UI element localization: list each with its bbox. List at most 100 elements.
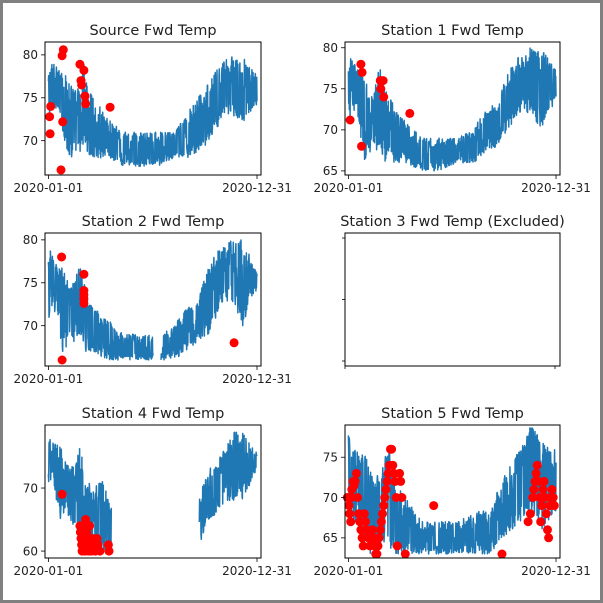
x-tick-label: 2020-12-31 <box>521 564 591 578</box>
anomaly-marker <box>541 509 551 519</box>
anomaly-marker <box>549 501 559 511</box>
subplot-3: Station 3 Fwd Temp (Excluded) <box>340 214 565 369</box>
axes-frame <box>44 41 262 176</box>
anomaly-marker <box>378 76 388 86</box>
y-tick-label: 60 <box>23 544 38 558</box>
anomaly-marker <box>57 355 67 365</box>
anomaly-marker <box>375 525 385 535</box>
anomaly-marker <box>376 517 386 527</box>
anomaly-marker <box>351 468 361 478</box>
y-tick-label: 75 <box>323 451 338 465</box>
y-tick-label: 70 <box>23 481 38 495</box>
y-tick-label: 80 <box>23 233 38 247</box>
y-tick-label: 80 <box>23 48 38 62</box>
anomaly-marker <box>429 501 439 511</box>
anomaly-marker <box>357 533 367 543</box>
anomaly-marker <box>357 141 366 151</box>
x-tick-label: 2020-01-01 <box>14 372 84 386</box>
anomaly-marker <box>374 533 384 543</box>
anomaly-marker <box>77 80 87 90</box>
x-tick-label: 2020-01-01 <box>314 181 384 195</box>
anomaly-marker <box>57 252 67 262</box>
temperature-line <box>47 239 258 361</box>
anomaly-marker <box>346 517 356 527</box>
anomaly-marker <box>58 117 68 127</box>
anomaly-marker <box>525 509 535 519</box>
anomaly-marker <box>85 521 95 531</box>
subplot-title: Station 2 Fwd Temp <box>82 214 225 230</box>
subplot-title: Station 1 Fwd Temp <box>381 23 524 39</box>
anomaly-marker <box>95 546 105 556</box>
axes-frame <box>44 232 262 367</box>
anomaly-marker <box>344 501 354 511</box>
anomaly-marker <box>372 549 382 559</box>
anomaly-marker <box>381 485 391 494</box>
x-tick-label: 2020-01-01 <box>314 564 384 578</box>
anomaly-marker <box>345 115 355 125</box>
anomaly-marker <box>497 549 507 559</box>
anomaly-marker <box>356 59 366 69</box>
anomaly-marker <box>536 517 546 527</box>
y-tick-label: 70 <box>23 134 38 148</box>
anomaly-marker <box>79 298 89 308</box>
y-tick-label: 65 <box>323 164 338 178</box>
anomaly-marker <box>345 509 355 519</box>
anomaly-marker <box>105 102 115 112</box>
x-tick-label: 2020-12-31 <box>222 564 292 578</box>
subplot-title: Station 5 Fwd Temp <box>381 406 524 422</box>
anomaly-marker <box>531 468 541 478</box>
x-tick-label: 2020-12-31 <box>222 181 292 195</box>
subplot-2: Station 2 Fwd Temp 70 75 80 2020-01-01 2020-1… <box>14 214 292 386</box>
anomaly-marker <box>405 108 415 118</box>
anomaly-marker <box>104 546 114 556</box>
anomaly-marker <box>81 515 91 524</box>
subplot-0: Source Fwd Temp 70 75 80 2020-01-01 2020-12-3… <box>14 23 292 195</box>
anomaly-marker <box>357 67 367 77</box>
temperature-line <box>47 56 258 168</box>
anomaly-marker <box>81 99 91 109</box>
anomaly-marker <box>353 493 362 502</box>
anomaly-marker <box>532 460 542 470</box>
anomaly-marker <box>392 541 402 551</box>
anomaly-marker <box>523 517 533 527</box>
anomaly-marker <box>346 493 356 502</box>
anomaly-marker <box>529 485 539 494</box>
x-tick-label: 2020-01-01 <box>14 564 84 578</box>
y-tick-label: 70 <box>323 123 338 137</box>
subplot-5: Station 5 Fwd Temp 65 70 75 2020-01-01 2020-1… <box>314 406 591 578</box>
anomaly-marker <box>397 493 407 502</box>
axes-frame <box>344 232 561 367</box>
subplot-title: Source Fwd Temp <box>89 23 216 39</box>
anomaly-marker <box>547 485 557 494</box>
anomaly-marker <box>396 476 406 486</box>
anomaly-marker <box>56 165 66 175</box>
x-tick-label: 2020-01-01 <box>14 181 84 195</box>
anomaly-marker <box>367 525 377 535</box>
y-tick-label: 70 <box>323 491 338 505</box>
anomaly-marker <box>376 84 386 94</box>
temperature-line <box>347 427 557 555</box>
subplot-4: Station 4 Fwd Temp 60 70 2020-01-01 2020-12-… <box>14 406 292 578</box>
anomaly-marker <box>528 493 538 502</box>
anomaly-marker <box>358 541 368 551</box>
anomaly-marker <box>379 501 389 511</box>
anomaly-marker <box>229 338 239 348</box>
anomaly-marker <box>395 468 405 478</box>
anomaly-marker <box>79 269 89 279</box>
y-tick-label: 75 <box>323 82 338 96</box>
subplot-1: Station 1 Fwd Temp 65 70 75 80 2020-01-01 2020… <box>314 23 591 195</box>
anomaly-marker <box>388 460 398 470</box>
anomaly-marker <box>359 509 369 519</box>
anomaly-marker <box>387 444 397 454</box>
anomaly-marker <box>380 493 390 502</box>
axes-frame <box>44 424 262 559</box>
anomaly-marker <box>46 101 56 111</box>
anomaly-marker <box>45 112 55 122</box>
anomaly-marker <box>379 92 389 102</box>
y-tick-label: 65 <box>323 531 338 545</box>
anomaly-marker <box>350 476 360 486</box>
anomaly-marker <box>538 485 548 494</box>
anomaly-marker <box>79 65 89 75</box>
temperature-line <box>347 47 557 172</box>
